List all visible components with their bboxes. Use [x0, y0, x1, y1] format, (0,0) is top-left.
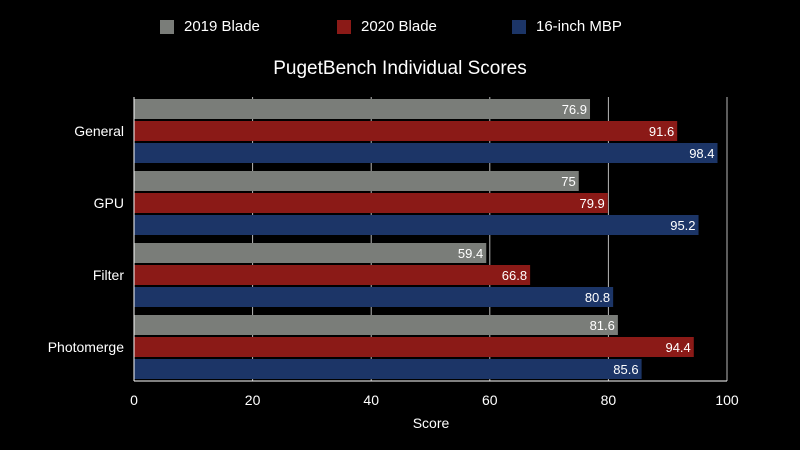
value-label-general-2019-blade: 76.9 [562, 102, 587, 117]
legend-label-2019-blade: 2019 Blade [184, 18, 260, 35]
x-tick-label-20: 20 [245, 392, 261, 408]
category-label-photomerge: Photomerge [48, 339, 124, 355]
bar-gpu-2020-blade [134, 193, 608, 213]
value-label-general-16-inch-mbp: 98.4 [689, 146, 714, 161]
value-label-filter-2019-blade: 59.4 [458, 246, 483, 261]
category-label-general: General [74, 123, 124, 139]
x-tick-label-40: 40 [363, 392, 379, 408]
legend-swatch-2020-blade [337, 19, 351, 34]
category-label-gpu: GPU [94, 195, 124, 211]
legend-item-2019-blade: 2019 Blade [160, 18, 260, 35]
bar-photomerge-16-inch-mbp [134, 359, 642, 379]
legend-label-16-inch-mbp: 16-inch MBP [536, 18, 622, 35]
bar-filter-16-inch-mbp [134, 287, 614, 307]
value-label-filter-2020-blade: 66.8 [502, 268, 527, 283]
chart-legend: 2019 Blade 2020 Blade 16-inch MBP [0, 18, 800, 42]
axes: 0 20 40 60 80 100 General GPU Filter Photomerge [48, 97, 739, 408]
x-tick-label-0: 0 [130, 392, 138, 408]
chart-title: PugetBench Individual Scores [273, 58, 527, 79]
bar-photomerge-2019-blade [134, 315, 618, 335]
legend-swatch-2019-blade [160, 19, 174, 34]
value-label-gpu-16-inch-mbp: 95.2 [670, 218, 695, 233]
x-axis-title: Score [413, 415, 450, 431]
legend-item-16-inch-mbp: 16-inch MBP [512, 18, 622, 35]
x-tick-label-60: 60 [482, 392, 498, 408]
bar-photomerge-2020-blade [134, 337, 694, 357]
legend-label-2020-blade: 2020 Blade [361, 18, 437, 35]
category-label-filter: Filter [93, 267, 124, 283]
value-label-photomerge-16-inch-mbp: 85.6 [613, 362, 638, 377]
value-label-filter-16-inch-mbp: 80.8 [585, 290, 610, 305]
bar-gpu-16-inch-mbp [134, 215, 699, 235]
value-label-photomerge-2020-blade: 94.4 [665, 340, 690, 355]
value-label-gpu-2020-blade: 79.9 [579, 196, 604, 211]
value-label-general-2020-blade: 91.6 [649, 124, 674, 139]
bar-filter-2019-blade [134, 243, 487, 263]
bar-filter-2020-blade [134, 265, 531, 285]
value-label-photomerge-2019-blade: 81.6 [590, 318, 615, 333]
legend-item-2020-blade: 2020 Blade [337, 18, 437, 35]
x-tick-label-80: 80 [601, 392, 617, 408]
bar-general-2019-blade [134, 99, 591, 119]
bar-gpu-2019-blade [134, 171, 579, 191]
bars: 76.9 91.6 98.4 75 79.9 95.2 59.4 66.8 80.8 81.6 94… [134, 99, 718, 379]
bar-general-2020-blade [134, 121, 678, 141]
legend-swatch-16-inch-mbp [512, 19, 526, 34]
value-label-gpu-2019-blade: 75 [561, 174, 575, 189]
bar-general-16-inch-mbp [134, 143, 718, 163]
x-tick-label-100: 100 [715, 392, 739, 408]
